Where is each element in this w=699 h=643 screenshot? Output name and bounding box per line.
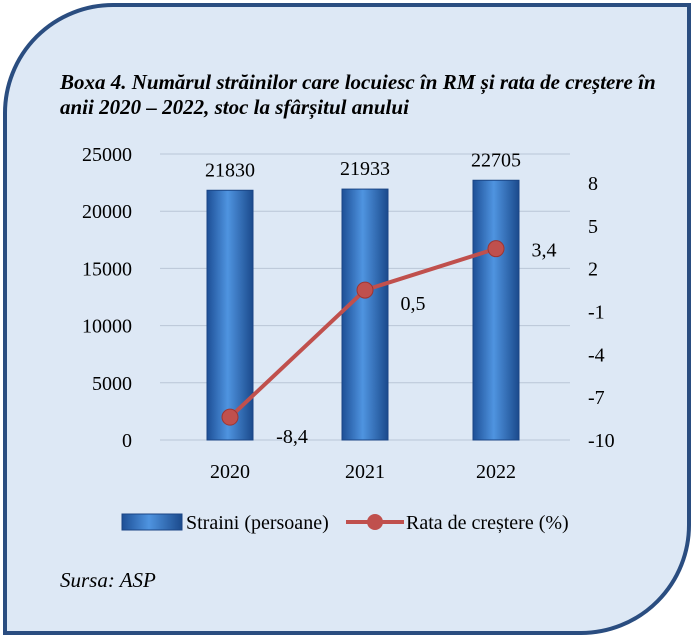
line-value-label: -8,4 [276, 426, 308, 448]
y-right-tick-label: -4 [588, 344, 605, 366]
bars-group [206, 179, 520, 441]
x-tick-label: 2021 [345, 461, 385, 483]
y-left-tick-label: 20000 [82, 201, 132, 223]
growth-rate-point [487, 240, 505, 258]
y-right-tick-label: 8 [588, 173, 598, 195]
line-value-label: 0,5 [401, 293, 426, 315]
bar-value-label: 21830 [205, 159, 255, 181]
bar-2022 [472, 179, 520, 441]
legend: Straini (persoane) Rata de creștere (%) [121, 512, 569, 534]
y-left-tick-label: 15000 [82, 258, 132, 280]
y-left-tick-label: 5000 [92, 373, 132, 395]
axis-labels-group: 0 5000 10000 15000 20000 25000 -10 -7 -4 -1 2 5 8 202… [82, 144, 615, 483]
y-left-tick-label: 10000 [82, 316, 132, 338]
y-right-tick-label: 5 [588, 216, 598, 238]
figure-caption: Boxa 4. Numărul străinilor care locuiesc… [60, 70, 656, 119]
x-tick-label: 2022 [476, 461, 516, 483]
y-left-tick-label: 0 [122, 430, 132, 452]
source-note: Sursa: ASP [60, 568, 156, 592]
line-group [221, 240, 505, 426]
bar-value-label: 21933 [340, 158, 390, 180]
growth-rate-point [356, 281, 374, 299]
labels-group: 21830 21933 22705 -8,4 0,5 3,4 [205, 149, 557, 448]
legend-bar-swatch [121, 513, 183, 531]
y-right-tick-label: -1 [588, 302, 605, 324]
growth-rate-point [221, 408, 239, 426]
y-right-tick-label: -7 [588, 387, 605, 409]
bar-value-label: 22705 [471, 149, 521, 171]
y-left-tick-label: 25000 [82, 144, 132, 166]
bar-2020 [206, 189, 254, 441]
y-right-tick-label: 2 [588, 259, 598, 281]
x-tick-label: 2020 [210, 461, 250, 483]
legend-bar-label: Straini (persoane) [186, 512, 329, 534]
line-value-label: 3,4 [532, 240, 557, 262]
y-right-tick-label: -10 [588, 430, 615, 452]
bar-2021 [341, 188, 389, 441]
legend-line-label: Rata de creștere (%) [406, 512, 569, 534]
legend-line-marker [367, 514, 383, 530]
